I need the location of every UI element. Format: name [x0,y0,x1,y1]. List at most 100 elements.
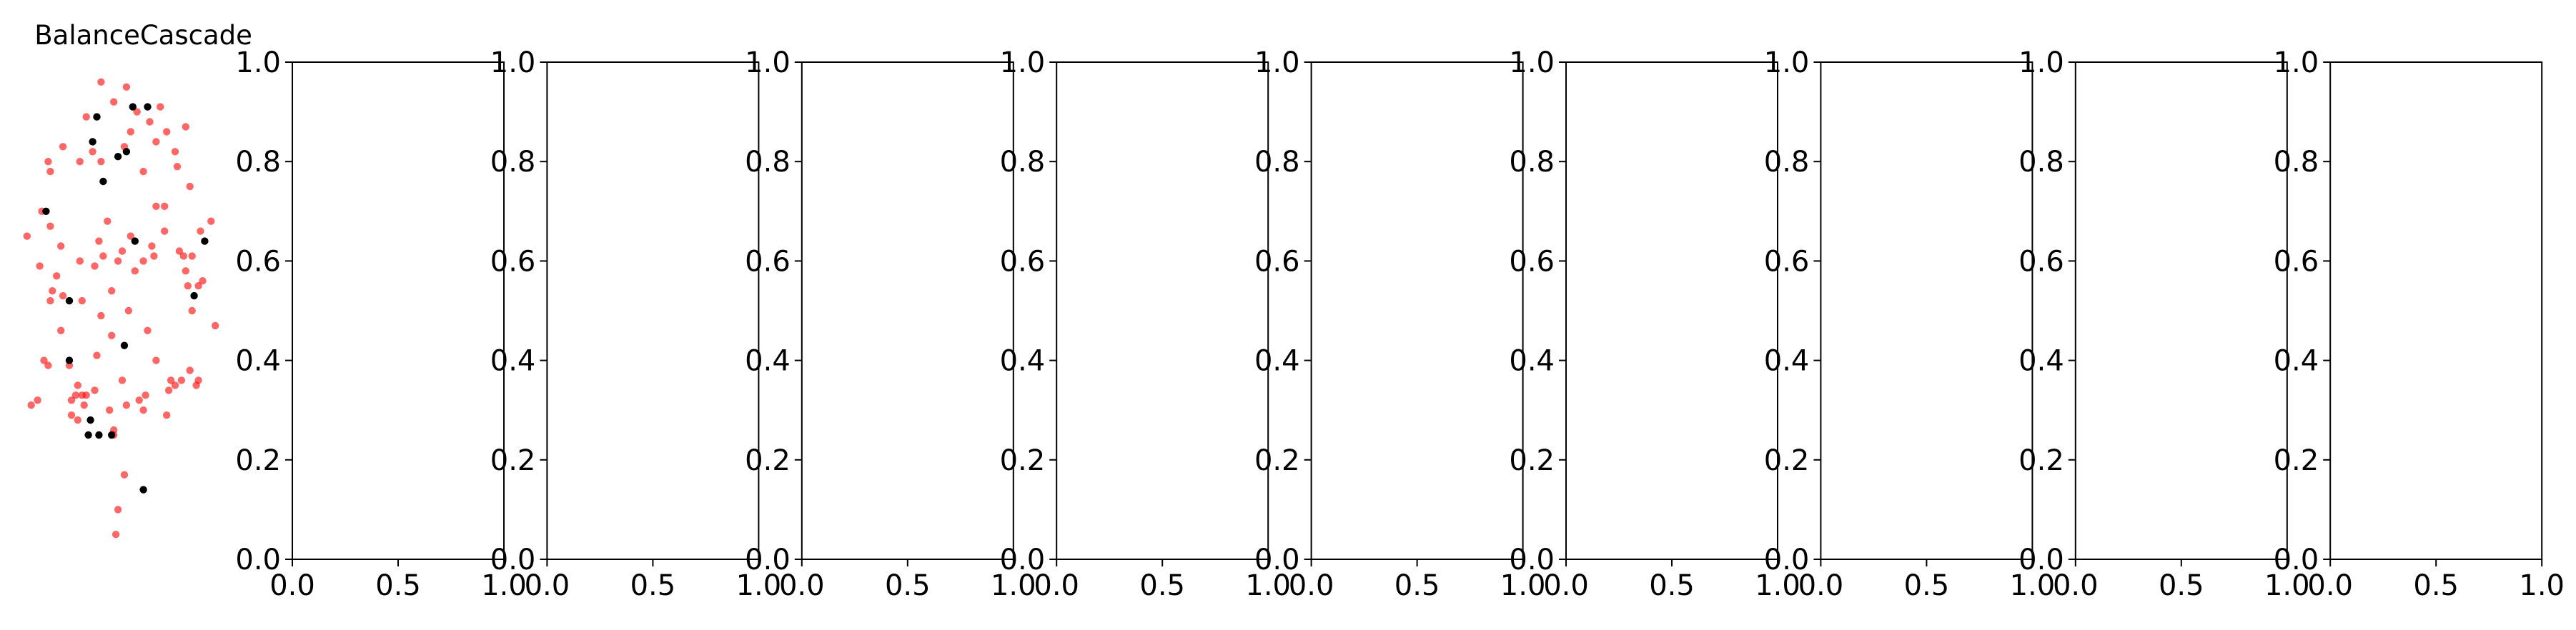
x-tick-label: 0.0 [2053,569,2099,602]
scatter-point [184,282,192,290]
y-tick-label: 0.4 [490,345,536,378]
scatter-point [110,98,118,106]
y-tick-label: 0.2 [1509,444,1555,477]
y-tick-label: 1.0 [1000,46,1046,79]
scatter-point [67,411,76,419]
scatter-point [27,401,35,409]
scatter-point [148,242,156,250]
scatter-point [146,118,154,126]
scatter-point [131,237,139,245]
scatter-point [53,272,61,280]
x-tick-label: 0.5 [885,569,931,602]
x-tick-label: 1.0 [1500,569,1546,602]
scatter-point [171,148,179,156]
x-tick-label: 1.0 [2010,569,2056,602]
y-tick-label: 0.0 [2274,544,2319,576]
scatter-point [46,167,54,176]
scatter-point [194,282,202,290]
scatter-point [71,391,80,399]
y-tick-label: 0.0 [2018,544,2064,576]
x-tick-label: 0.5 [1649,569,1695,602]
y-tick-label: 0.4 [1764,345,1810,378]
scatter-point [65,356,74,364]
subplot-3: 0.0 0.5 1.0 0.0 0.2 0.4 0.6 0.8 1.0 [490,46,781,602]
scatter-point [57,242,65,250]
subplot-7: 0.0 0.5 1.0 0.0 0.2 0.4 0.6 0.8 1.0 [1509,46,1800,602]
y-tick-label: 1.0 [2274,46,2319,79]
scatter-point [150,252,158,260]
scatter-point [97,158,105,166]
scatter-point [122,83,131,91]
scatter-point [112,531,120,539]
y-tick-label: 0.2 [235,444,281,477]
y-tick-label: 1.0 [1764,46,1810,79]
scatter-point [131,267,139,275]
y-tick-label: 0.6 [490,245,536,278]
scatter-point [167,376,175,384]
scatter-point [199,277,207,285]
scatter-point [67,396,76,404]
scatter-point [93,113,101,121]
scatter-point [120,341,129,349]
y-tick-label: 1.0 [490,46,536,79]
scatter-point [177,376,186,384]
y-tick-label: 0.2 [1764,444,1810,477]
scatter-point [42,207,50,215]
y-tick-label: 0.6 [1764,245,1810,278]
y-tick-label: 0.0 [1254,544,1300,576]
scatter-point [152,356,160,364]
y-tick-label: 0.4 [235,345,281,378]
subplot-2: 0.0 0.5 1.0 0.0 0.2 0.4 0.6 0.8 1.0 [235,46,526,602]
y-tick-label: 0.4 [1509,345,1555,378]
scatter-point [80,401,88,409]
x-tick-label: 0.5 [1139,569,1185,602]
subplot-10: 0.0 0.5 1.0 0.0 0.2 0.4 0.6 0.8 1.0 [2274,46,2565,602]
y-tick-label: 0.8 [2274,146,2319,179]
scatter-point [76,257,84,265]
scatter-point [171,381,179,389]
scatter-point [182,267,189,275]
scatter-point [76,158,84,166]
x-tick-label: 1.0 [1245,569,1291,602]
axes-frame [1056,61,1269,560]
x-tick-label: 1.0 [1755,569,1800,602]
scatter-point [120,471,129,479]
x-tick-label: 0.0 [1289,569,1334,602]
y-tick-label: 0.8 [490,146,536,179]
scatter-point [201,237,209,245]
y-tick-label: 0.6 [235,245,281,278]
scatter-point [91,386,99,394]
scatter-point [139,167,147,176]
scatter-point [163,411,171,419]
y-tick-label: 0.6 [2274,245,2319,278]
y-tick-label: 0.2 [490,444,536,477]
y-tick-label: 0.4 [745,345,791,378]
scatter-point [86,416,94,424]
scatter-point [114,506,122,514]
scatter-point [122,148,131,156]
scatter-point [188,306,196,315]
scatter-point [74,381,82,389]
scatter-point [161,202,169,210]
scatter-point [57,326,65,334]
axes-frame [292,61,505,560]
scatter-point [207,217,215,225]
y-tick-label: 1.0 [2018,46,2064,79]
scatter-point [23,232,31,240]
axes-frame [546,61,760,560]
scatter-point [84,431,92,439]
y-tick-label: 0.6 [1509,245,1555,278]
y-tick-label: 0.2 [1254,444,1300,477]
x-tick-label: 0.5 [375,569,421,602]
y-tick-label: 0.0 [1509,544,1555,576]
scatter-point [144,103,152,111]
scatter-point [173,163,182,171]
scatter-point [97,311,105,320]
y-tick-label: 0.2 [1000,444,1046,477]
y-tick-label: 0.0 [490,544,536,576]
x-tick-label: 0.5 [2413,569,2459,602]
scatter-point [91,262,99,270]
scatter-point [164,386,173,394]
scatter-point [152,138,160,146]
